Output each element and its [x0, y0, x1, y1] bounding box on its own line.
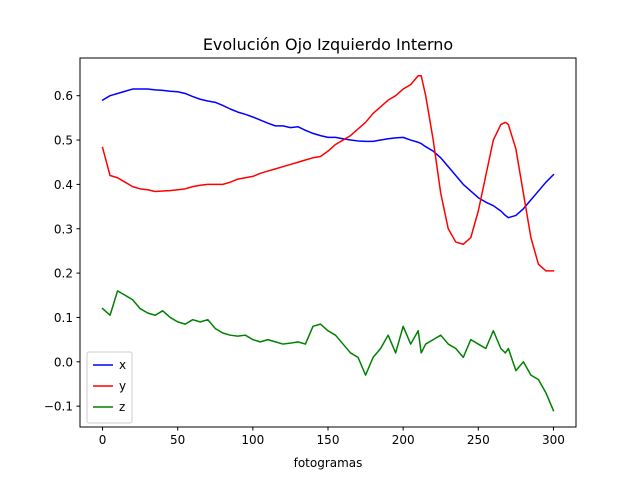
legend-label-x: x — [119, 358, 126, 372]
y-axis: −0.1 0.0 0.1 0.2 0.3 0.4 0.5 0.6 — [44, 89, 80, 414]
chart-title: Evolución Ojo Izquierdo Interno — [203, 35, 453, 54]
x-tick-label: 50 — [170, 433, 185, 447]
y-tick-label: 0.4 — [54, 178, 73, 192]
y-tick-label: 0.1 — [54, 311, 73, 325]
legend: xyz — [86, 351, 133, 424]
y-tick-label: 0.2 — [54, 267, 73, 281]
y-tick-label: 0.6 — [54, 89, 73, 103]
series-layer — [101, 74, 555, 412]
series-line-x — [101, 88, 555, 219]
x-tick-label: 300 — [542, 433, 565, 447]
legend-label-y: y — [119, 379, 126, 393]
x-tick-label: 200 — [392, 433, 415, 447]
series-line-y — [101, 74, 555, 272]
x-tick-label: 0 — [99, 433, 107, 447]
y-tick-label: 0.0 — [54, 355, 73, 369]
x-tick-label: 100 — [241, 433, 264, 447]
y-tick-label: 0.5 — [54, 134, 73, 148]
x-axis: 0 50 100 150 200 250 300 — [99, 427, 565, 447]
x-axis-label: fotogramas — [294, 456, 363, 470]
x-tick-label: 250 — [467, 433, 490, 447]
legend-box — [86, 351, 133, 424]
series-line-z — [101, 290, 555, 412]
x-tick-label: 150 — [317, 433, 340, 447]
y-tick-label: 0.3 — [54, 222, 73, 236]
legend-label-z: z — [119, 400, 125, 414]
y-tick-label: −0.1 — [44, 400, 73, 414]
